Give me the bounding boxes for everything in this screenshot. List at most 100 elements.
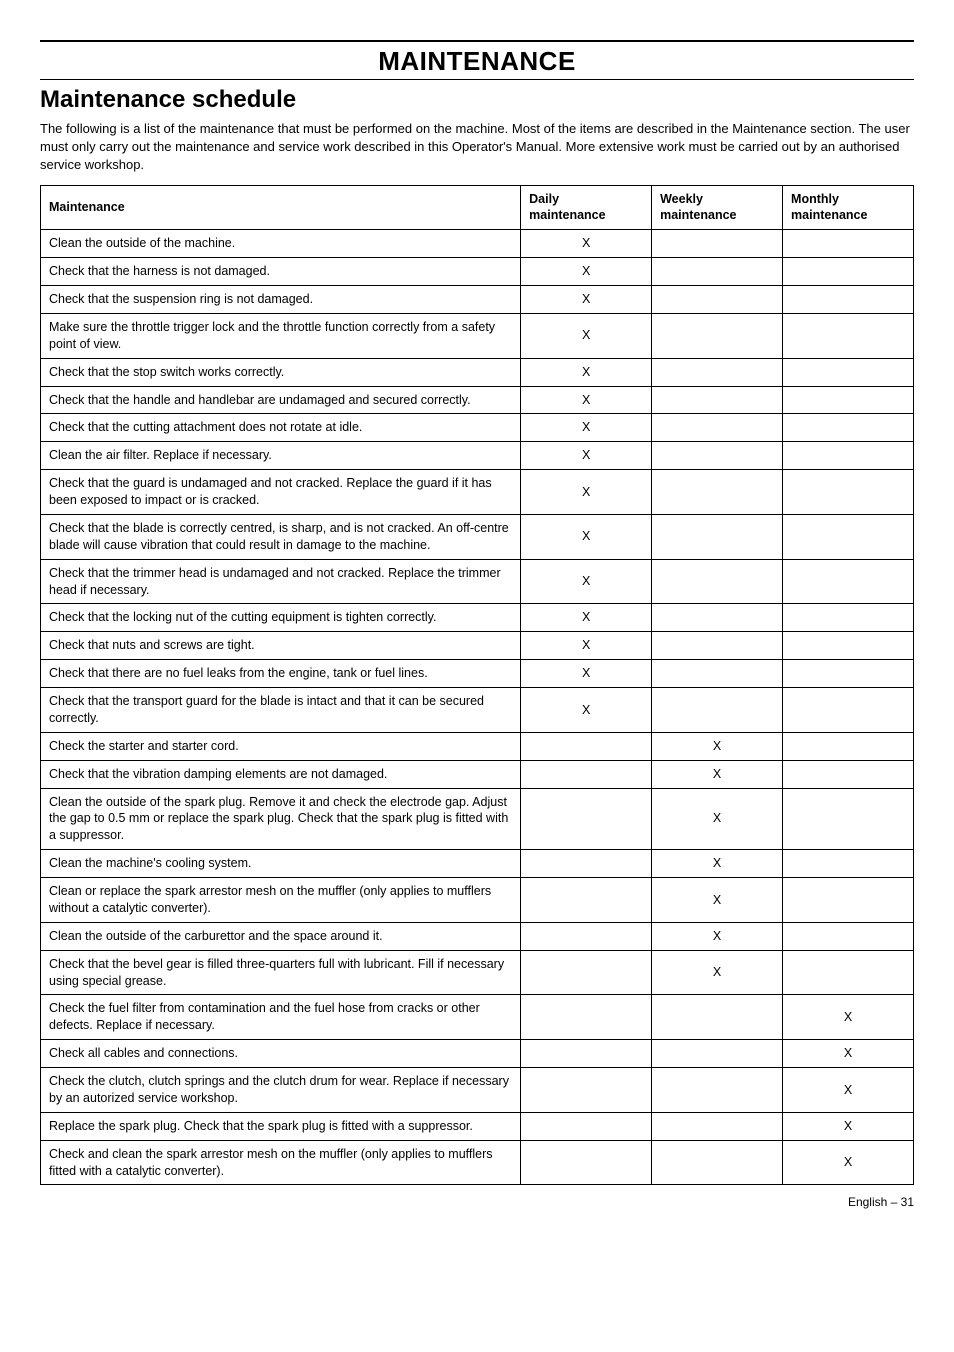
maintenance-cell: Check and clean the spark arrestor mesh … [41,1140,521,1185]
maintenance-cell: Check that nuts and screws are tight. [41,632,521,660]
table-row: Check that the cutting attachment does n… [41,414,914,442]
weekly-cell [652,995,783,1040]
header-weekly-line2: maintenance [660,208,736,222]
monthly-cell: X [783,1112,914,1140]
maintenance-cell: Check all cables and connections. [41,1040,521,1068]
monthly-cell [783,688,914,733]
monthly-cell: X [783,1140,914,1185]
daily-cell [521,950,652,995]
weekly-cell [652,442,783,470]
monthly-cell [783,950,914,995]
maintenance-cell: Check that there are no fuel leaks from … [41,660,521,688]
intro-paragraph: The following is a list of the maintenan… [40,120,914,175]
header-rule-bottom [40,79,914,80]
table-row: Check that the vibration damping element… [41,760,914,788]
maintenance-cell: Check that the stop switch works correct… [41,358,521,386]
weekly-cell [652,313,783,358]
maintenance-cell: Check that the guard is undamaged and no… [41,470,521,515]
table-row: Check that the blade is correctly centre… [41,514,914,559]
monthly-cell [783,878,914,923]
weekly-cell: X [652,850,783,878]
table-row: Check that the harness is not damaged.X [41,258,914,286]
maintenance-cell: Check the fuel filter from contamination… [41,995,521,1040]
daily-cell [521,1140,652,1185]
header-monthly-line2: maintenance [791,208,867,222]
daily-cell: X [521,514,652,559]
header-weekly: Weekly maintenance [652,185,783,230]
weekly-cell [652,688,783,733]
maintenance-cell: Clean the air filter. Replace if necessa… [41,442,521,470]
weekly-cell: X [652,878,783,923]
monthly-cell: X [783,995,914,1040]
table-row: Check that the suspension ring is not da… [41,286,914,314]
monthly-cell [783,732,914,760]
weekly-cell [652,1068,783,1113]
table-header-row: Maintenance Daily maintenance Weekly mai… [41,185,914,230]
table-row: Check that nuts and screws are tight.X [41,632,914,660]
monthly-cell [783,922,914,950]
header-daily: Daily maintenance [521,185,652,230]
maintenance-cell: Check that the transport guard for the b… [41,688,521,733]
daily-cell [521,788,652,850]
weekly-cell: X [652,760,783,788]
weekly-cell [652,230,783,258]
maintenance-cell: Clean the machine's cooling system. [41,850,521,878]
daily-cell: X [521,414,652,442]
daily-cell: X [521,258,652,286]
monthly-cell [783,850,914,878]
weekly-cell: X [652,788,783,850]
weekly-cell [652,414,783,442]
page-title: MAINTENANCE [40,46,914,77]
monthly-cell [783,258,914,286]
weekly-cell [652,286,783,314]
header-weekly-line1: Weekly [660,192,703,206]
daily-cell [521,850,652,878]
weekly-cell [652,632,783,660]
table-row: Check that the handle and handlebar are … [41,386,914,414]
table-row: Check the fuel filter from contamination… [41,995,914,1040]
monthly-cell [783,660,914,688]
monthly-cell: X [783,1068,914,1113]
header-monthly-line1: Monthly [791,192,839,206]
daily-cell: X [521,604,652,632]
monthly-cell [783,286,914,314]
table-row: Check all cables and connections. X [41,1040,914,1068]
daily-cell [521,878,652,923]
monthly-cell [783,313,914,358]
daily-cell: X [521,660,652,688]
maintenance-cell: Clean the outside of the spark plug. Rem… [41,788,521,850]
daily-cell: X [521,313,652,358]
daily-cell: X [521,559,652,604]
table-row: Check that the stop switch works correct… [41,358,914,386]
daily-cell [521,1112,652,1140]
page-footer: English – 31 [40,1195,914,1209]
monthly-cell [783,788,914,850]
maintenance-table: Maintenance Daily maintenance Weekly mai… [40,185,914,1186]
daily-cell [521,922,652,950]
maintenance-cell: Check that the blade is correctly centre… [41,514,521,559]
table-row: Check the clutch, clutch springs and the… [41,1068,914,1113]
maintenance-cell: Check that the locking nut of the cuttin… [41,604,521,632]
monthly-cell [783,632,914,660]
table-row: Check that the transport guard for the b… [41,688,914,733]
monthly-cell: X [783,1040,914,1068]
table-row: Clean the machine's cooling system. X [41,850,914,878]
weekly-cell [652,1112,783,1140]
maintenance-cell: Check that the trimmer head is undamaged… [41,559,521,604]
weekly-cell [652,258,783,286]
weekly-cell: X [652,950,783,995]
daily-cell: X [521,286,652,314]
maintenance-cell: Clean the outside of the carburettor and… [41,922,521,950]
weekly-cell [652,470,783,515]
maintenance-cell: Clean or replace the spark arrestor mesh… [41,878,521,923]
table-row: Check that the trimmer head is undamaged… [41,559,914,604]
table-row: Check that the guard is undamaged and no… [41,470,914,515]
weekly-cell [652,604,783,632]
header-maintenance: Maintenance [41,185,521,230]
table-row: Clean the outside of the carburettor and… [41,922,914,950]
table-row: Replace the spark plug. Check that the s… [41,1112,914,1140]
maintenance-cell: Check that the vibration damping element… [41,760,521,788]
weekly-cell [652,559,783,604]
table-row: Check the starter and starter cord.X [41,732,914,760]
table-row: Clean or replace the spark arrestor mesh… [41,878,914,923]
